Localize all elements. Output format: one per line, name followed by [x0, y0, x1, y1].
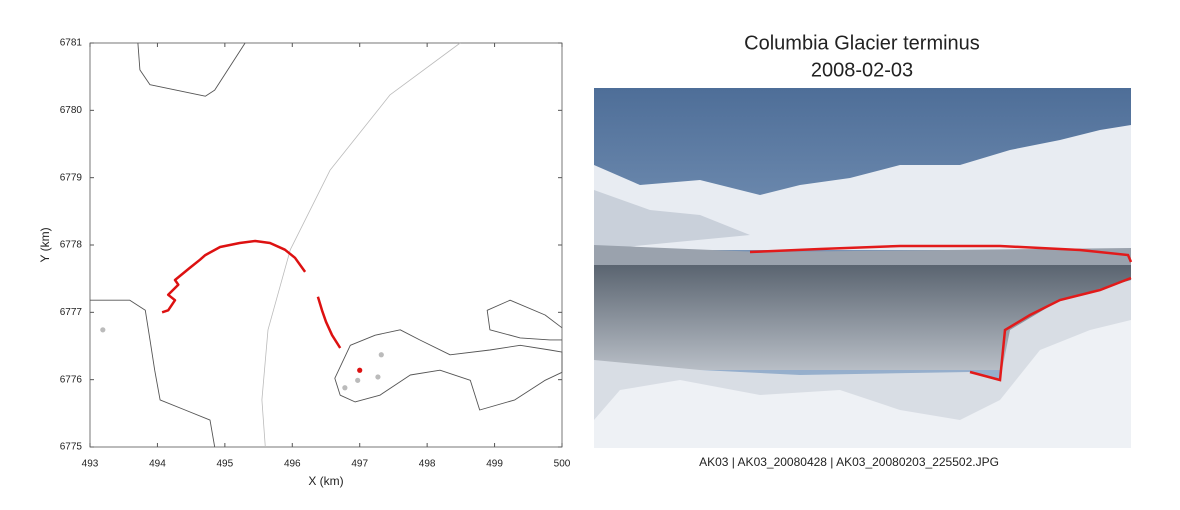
y-tick-label: 6780: [60, 105, 83, 116]
photo-caption: AK03 | AK03_20080428 | AK03_20080203_225…: [699, 455, 999, 469]
point: [378, 352, 384, 358]
line-series: [334, 329, 563, 411]
x-tick-label: 500: [554, 459, 571, 470]
y-tick-label: 6779: [60, 172, 83, 183]
x-tick-label: 495: [217, 459, 234, 470]
point: [342, 385, 348, 391]
x-tick-label: 499: [486, 459, 503, 470]
x-tick-label: 494: [149, 459, 166, 470]
y-tick-label: 6777: [60, 307, 83, 318]
point: [375, 374, 381, 380]
line-series: [90, 299, 216, 448]
y-tick-label: 6781: [60, 38, 83, 49]
x-tick-label: 497: [351, 459, 368, 470]
x-axis-label: X (km): [308, 474, 343, 488]
y-tick-label: 6778: [60, 240, 83, 251]
point: [357, 367, 363, 373]
point: [100, 327, 106, 333]
photo-date: 2008-02-03: [811, 59, 913, 81]
line-series: [137, 42, 246, 97]
y-tick-label: 6776: [60, 374, 83, 385]
x-tick-label: 493: [82, 459, 99, 470]
line-series: [486, 299, 563, 341]
photo-title: Columbia Glacier terminus: [744, 32, 980, 54]
plot-area: [90, 42, 563, 448]
y-axis-label: Y (km): [38, 227, 52, 262]
x-tick-label: 498: [419, 459, 436, 470]
line-series: [261, 42, 461, 448]
point: [355, 377, 361, 383]
line-series: [161, 239, 342, 349]
plot-frame: [89, 42, 563, 448]
x-tick-label: 496: [284, 459, 301, 470]
y-tick-label: 6775: [60, 442, 83, 453]
photo: [594, 88, 1133, 448]
